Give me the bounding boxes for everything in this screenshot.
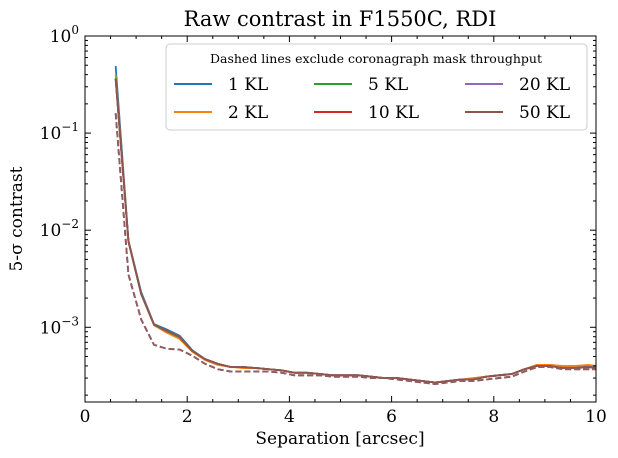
y-tick-label: 10−3: [40, 314, 79, 338]
legend-title: Dashed lines exclude coronagraph mask th…: [210, 51, 542, 66]
x-tick-label: 10: [585, 407, 607, 427]
legend-box: [165, 43, 588, 131]
x-axis-label: Separation [arcsec]: [255, 429, 424, 449]
ticks-layer: 0 2 4 6 8 10 100 10−1 10−2 10−3: [40, 23, 607, 427]
legend: Dashed lines exclude coronagraph mask th…: [165, 43, 588, 131]
y-axis-label: 5-σ contrast: [7, 166, 27, 271]
legend-label: 5 KL: [368, 75, 408, 95]
series-line-50-kl: [114, 79, 596, 384]
dashed-line-1-kl: [114, 113, 596, 385]
dashed-line-5-kl: [114, 113, 596, 385]
y-tick-label: 10−1: [40, 120, 79, 144]
x-tick-label: 0: [80, 407, 91, 427]
x-tick-label: 4: [284, 407, 295, 427]
dashed-line-50-kl: [114, 113, 596, 385]
x-tick-label: 8: [488, 407, 499, 427]
x-tick-label: 2: [182, 407, 193, 427]
series-layer: [114, 66, 596, 385]
y-tick-label: 100: [50, 23, 79, 47]
dashed-line-20-kl: [114, 113, 596, 385]
legend-label: 10 KL: [368, 103, 419, 123]
legend-label: 2 KL: [228, 103, 268, 123]
legend-label: 50 KL: [519, 103, 570, 123]
legend-entries: 1 KL 2 KL 5 KL 10 KL 20 KL 50 KL: [174, 75, 570, 123]
chart-title: Raw contrast in F1550C, RDI: [184, 7, 497, 31]
dashed-line-2-kl: [114, 113, 596, 385]
legend-label: 1 KL: [228, 75, 268, 95]
dashed-line-10-kl: [114, 113, 596, 385]
legend-label: 20 KL: [519, 75, 570, 95]
x-tick-label: 6: [386, 407, 397, 427]
y-tick-label: 10−2: [40, 217, 79, 241]
